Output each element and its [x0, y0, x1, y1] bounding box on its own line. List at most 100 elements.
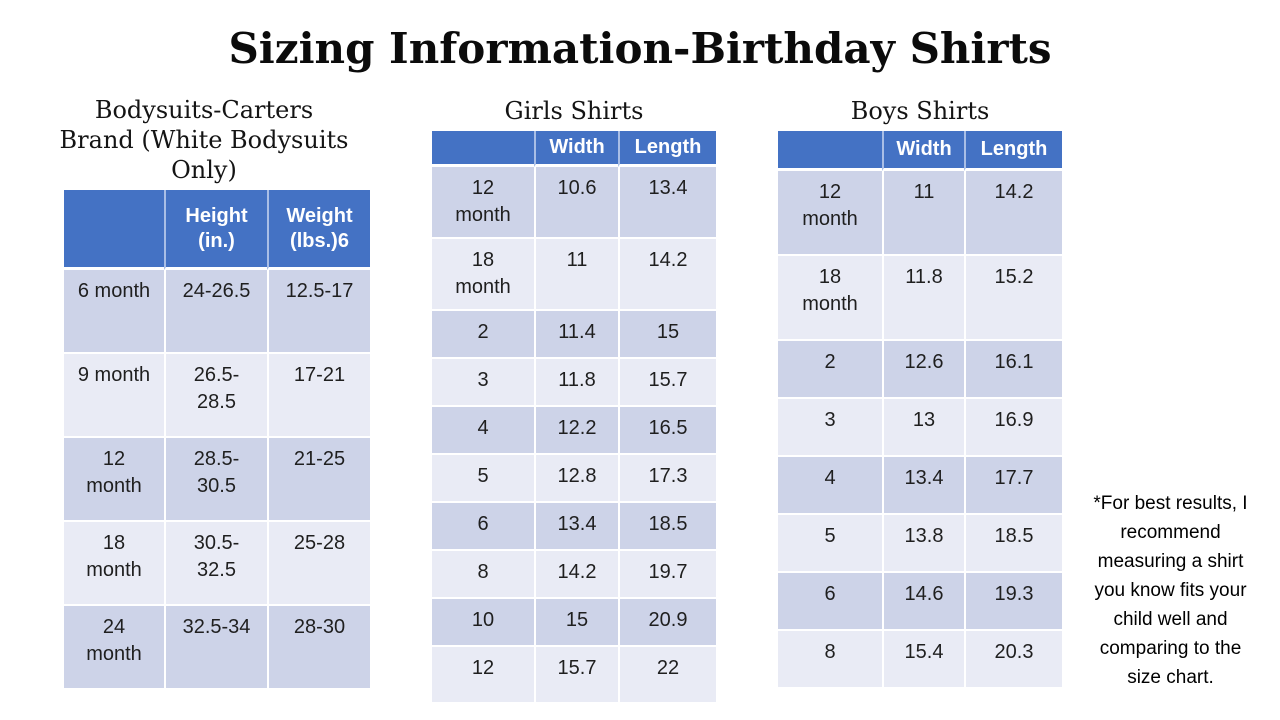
column-header: Width	[882, 131, 964, 171]
value-cell: 16.5	[618, 407, 716, 455]
size-label-cell: 10	[432, 599, 534, 647]
size-label-cell: 12	[432, 647, 534, 704]
value-cell: 20.9	[618, 599, 716, 647]
heading-line-3: Only)	[171, 156, 237, 184]
table-row: 3 13 16.9	[778, 399, 1062, 457]
size-label-cell: 18 month	[778, 256, 882, 341]
size-label-cell: 5	[432, 455, 534, 503]
column-header	[778, 131, 882, 171]
size-label-cell: 6	[432, 503, 534, 551]
size-label-cell: 18 month	[432, 239, 534, 311]
header-row: Width Length	[778, 131, 1062, 171]
value-cell: 22	[618, 647, 716, 704]
value-cell: 13.4	[618, 167, 716, 239]
value-cell: 12.8	[534, 455, 618, 503]
table-row: 5 12.8 17.3	[432, 455, 716, 503]
table-row: 18 month 11.8 15.2	[778, 256, 1062, 341]
table-row: 9 month 26.5-28.5 17-21	[64, 354, 370, 438]
heading-line-1: Bodysuits-Carters	[94, 96, 314, 124]
value-cell: 19.7	[618, 551, 716, 599]
value-cell: 11.8	[882, 256, 964, 341]
value-cell: 18.5	[964, 515, 1062, 573]
table-row: 4 12.2 16.5	[432, 407, 716, 455]
measuring-note: *For best results, I recommend measuring…	[1093, 493, 1248, 688]
table-row: 10 15 20.9	[432, 599, 716, 647]
value-cell: 13.4	[534, 503, 618, 551]
value-cell: 19.3	[964, 573, 1062, 631]
value-cell: 11.8	[534, 359, 618, 407]
table-row: 12 month 28.5-30.5 21-25	[64, 438, 370, 522]
size-label-cell: 5	[778, 515, 882, 573]
value-cell: 12.6	[882, 341, 964, 399]
value-cell: 28.5-30.5	[164, 438, 267, 522]
table-row: 4 13.4 17.7	[778, 457, 1062, 515]
size-label-cell: 12 month	[64, 438, 164, 522]
value-cell: 18.5	[618, 503, 716, 551]
size-label-cell: 8	[778, 631, 882, 689]
size-label-cell: 8	[432, 551, 534, 599]
value-cell: 16.1	[964, 341, 1062, 399]
girls-size-table: Width Length 12 month 10.6 13.4 18 month 11 14.…	[432, 131, 716, 704]
value-cell: 15.2	[964, 256, 1062, 341]
size-label-cell: 4	[432, 407, 534, 455]
value-cell: 13.8	[882, 515, 964, 573]
table-row: 5 13.8 18.5	[778, 515, 1062, 573]
table-row: 12 month 10.6 13.4	[432, 167, 716, 239]
table-row: 6 month 24-26.5 12.5-17	[64, 270, 370, 354]
boys-size-table: Width Length 12 month 11 14.2 18 month 11.8 15.…	[778, 131, 1062, 689]
size-label-cell: 4	[778, 457, 882, 515]
value-cell: 14.2	[964, 171, 1062, 256]
bodysuits-table-heading: Bodysuits-Carters Brand (White Bodysuits…	[44, 95, 364, 185]
value-cell: 11	[882, 171, 964, 256]
size-label-cell: 9 month	[64, 354, 164, 438]
value-cell: 15.4	[882, 631, 964, 689]
value-cell: 15.7	[534, 647, 618, 704]
size-label-cell: 3	[778, 399, 882, 457]
boys-table-heading: Boys Shirts	[850, 97, 990, 125]
header-row: Height (in.) Weight (lbs.)6	[64, 190, 370, 270]
bodysuits-size-table: Height (in.) Weight (lbs.)6 6 month 24-26.5…	[64, 190, 370, 690]
size-label-cell: 24 month	[64, 606, 164, 690]
value-cell: 24-26.5	[164, 270, 267, 354]
size-label-cell: 6 month	[64, 270, 164, 354]
table-row: 24 month 32.5-34 28-30	[64, 606, 370, 690]
header-row: Width Length	[432, 131, 716, 167]
value-cell: 25-28	[267, 522, 370, 606]
table-row: 18 month 30.5-32.5 25-28	[64, 522, 370, 606]
column-header: Height (in.)	[164, 190, 267, 270]
value-cell: 14.6	[882, 573, 964, 631]
value-cell: 17.3	[618, 455, 716, 503]
column-header: Length	[618, 131, 716, 167]
value-cell: 17.7	[964, 457, 1062, 515]
value-cell: 13	[882, 399, 964, 457]
girls-table-heading: Girls Shirts	[504, 97, 644, 125]
value-cell: 32.5-34	[164, 606, 267, 690]
value-cell: 11	[534, 239, 618, 311]
value-cell: 14.2	[534, 551, 618, 599]
value-cell: 30.5-32.5	[164, 522, 267, 606]
table-row: 12 15.7 22	[432, 647, 716, 704]
value-cell: 16.9	[964, 399, 1062, 457]
size-label-cell: 2	[432, 311, 534, 359]
value-cell: 13.4	[882, 457, 964, 515]
value-cell: 11.4	[534, 311, 618, 359]
value-cell: 12.2	[534, 407, 618, 455]
value-cell: 15	[618, 311, 716, 359]
value-cell: 15	[534, 599, 618, 647]
value-cell: 28-30	[267, 606, 370, 690]
column-header: Width	[534, 131, 618, 167]
table-row: 3 11.8 15.7	[432, 359, 716, 407]
value-cell: 26.5-28.5	[164, 354, 267, 438]
heading-line-2: Brand (White Bodysuits	[59, 126, 349, 154]
table-row: 12 month 11 14.2	[778, 171, 1062, 256]
size-label-cell: 12 month	[432, 167, 534, 239]
page-title: Sizing Information-Birthday Shirts	[228, 24, 1052, 73]
column-header	[64, 190, 164, 270]
value-cell: 15.7	[618, 359, 716, 407]
value-cell: 21-25	[267, 438, 370, 522]
size-label-cell: 6	[778, 573, 882, 631]
value-cell: 12.5-17	[267, 270, 370, 354]
table-row: 8 15.4 20.3	[778, 631, 1062, 689]
column-header: Length	[964, 131, 1062, 171]
